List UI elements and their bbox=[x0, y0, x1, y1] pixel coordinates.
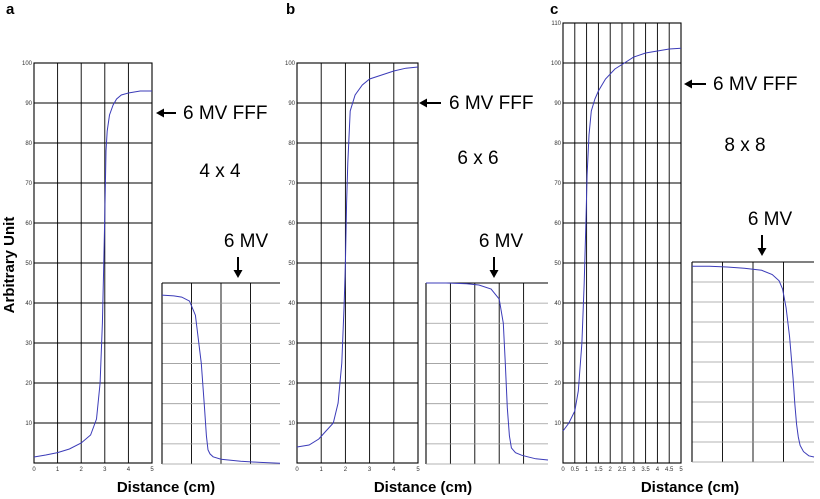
y-tick-label: 100 bbox=[285, 61, 296, 67]
x-tick-label: 4.5 bbox=[665, 467, 674, 473]
x-tick-label: 1.5 bbox=[594, 467, 603, 473]
panel-letter: a bbox=[6, 1, 15, 18]
y-axis-title: Arbitrary Unit bbox=[1, 217, 18, 314]
y-tick-label: 70 bbox=[554, 181, 561, 187]
panel-a: a 0 1 2 3 4 5 10 20 30 40 50 60 70 80 90 100 6 MV FFF 4 x … bbox=[6, 1, 281, 496]
y-tick-label: 90 bbox=[554, 101, 561, 107]
fff-gridlines bbox=[562, 22, 682, 463]
x-tick-label: 0 bbox=[295, 467, 299, 473]
fff-profile-line bbox=[562, 47, 682, 432]
std-profile-line bbox=[692, 265, 815, 458]
y-tick-label: 60 bbox=[288, 221, 295, 227]
x-axis-title: Distance (cm) bbox=[641, 479, 739, 496]
x-tick-label: 2 bbox=[80, 467, 84, 473]
y-tick-label: 40 bbox=[554, 301, 561, 307]
y-tick-label: 30 bbox=[554, 341, 561, 347]
fff-plot-frame bbox=[296, 62, 419, 464]
field-size-label: 4 x 4 bbox=[199, 161, 241, 182]
y-tick-label: 80 bbox=[25, 141, 32, 147]
x-axis-title: Distance (cm) bbox=[117, 479, 215, 496]
x-tick-label: 3 bbox=[368, 467, 372, 473]
y-tick-label: 80 bbox=[288, 141, 295, 147]
field-size-label: 6 x 6 bbox=[457, 148, 498, 169]
y-tick-label: 40 bbox=[25, 301, 32, 307]
fff-arrow-head bbox=[419, 98, 427, 108]
y-tick-label: 30 bbox=[288, 341, 295, 347]
fff-label: 6 MV FFF bbox=[713, 74, 797, 95]
y-tick-label: 100 bbox=[22, 61, 33, 67]
std-gridlines bbox=[426, 283, 548, 464]
x-tick-label: 4 bbox=[392, 467, 396, 473]
panel-letter: b bbox=[286, 1, 295, 18]
x-tick-label: 5 bbox=[679, 467, 683, 473]
fff-plot-frame bbox=[33, 62, 153, 464]
y-tick-label: 90 bbox=[25, 101, 32, 107]
x-tick-label: 3 bbox=[103, 467, 107, 473]
std-profile-line bbox=[161, 294, 281, 464]
std-label: 6 MV bbox=[479, 231, 524, 252]
y-tick-label: 70 bbox=[25, 181, 32, 187]
y-tick-label: 40 bbox=[288, 301, 295, 307]
x-tick-label: 2 bbox=[609, 467, 613, 473]
std-arrow-head bbox=[489, 270, 499, 278]
fff-label: 6 MV FFF bbox=[449, 93, 533, 114]
x-tick-label: 4 bbox=[127, 467, 131, 473]
panel-b: b 0 1 2 3 4 5 10 20 30 40 50 60 70 80 90 100 6 MV FFF 6 x … bbox=[285, 1, 549, 496]
panel-c: c 0 0.5 1 1.5 2 2.5 3 3.5 4 4.5 5 10 20 30 40 50 60 70 80 90… bbox=[550, 1, 815, 496]
x-axis-title: Distance (cm) bbox=[374, 479, 472, 496]
std-arrow-head bbox=[757, 248, 767, 256]
x-tick-label: 0.5 bbox=[571, 467, 580, 473]
fff-plot-frame bbox=[562, 22, 682, 464]
x-tick-label: 1 bbox=[585, 467, 589, 473]
x-tick-label: 4 bbox=[656, 467, 660, 473]
std-gridlines bbox=[162, 283, 280, 464]
y-tick-label: 20 bbox=[288, 381, 295, 387]
panel-letter: c bbox=[550, 1, 558, 18]
x-tick-label: 3.5 bbox=[641, 467, 650, 473]
std-label: 6 MV bbox=[748, 209, 793, 230]
fff-arrow-head bbox=[684, 79, 692, 89]
fff-gridlines bbox=[296, 62, 419, 463]
std-arrow-head bbox=[233, 270, 243, 278]
x-tick-label: 0 bbox=[32, 467, 36, 473]
field-size-label: 8 x 8 bbox=[724, 135, 765, 156]
x-tick-label: 3 bbox=[632, 467, 636, 473]
fff-profile-line bbox=[33, 90, 152, 458]
std-profile-line bbox=[426, 282, 549, 461]
y-tick-label: 80 bbox=[554, 141, 561, 147]
y-tick-label: 10 bbox=[288, 421, 295, 427]
std-gridlines bbox=[692, 262, 814, 462]
y-tick-label: 20 bbox=[554, 381, 561, 387]
x-tick-label: 5 bbox=[150, 467, 154, 473]
y-tick-label: 70 bbox=[288, 181, 295, 187]
fff-gridlines bbox=[33, 62, 153, 463]
y-tick-label: 50 bbox=[288, 261, 295, 267]
fff-profile-line bbox=[296, 66, 419, 448]
x-tick-label: 5 bbox=[416, 467, 420, 473]
y-tick-label: 10 bbox=[25, 421, 32, 427]
y-tick-label: 60 bbox=[25, 221, 32, 227]
x-tick-label: 1 bbox=[320, 467, 324, 473]
fff-arrow-head bbox=[156, 108, 164, 118]
x-tick-label: 0 bbox=[561, 467, 565, 473]
y-tick-label: 100 bbox=[551, 61, 562, 67]
std-label: 6 MV bbox=[224, 231, 269, 252]
y-tick-label: 10 bbox=[554, 421, 561, 427]
y-tick-label: 50 bbox=[554, 261, 561, 267]
fff-label: 6 MV FFF bbox=[183, 103, 267, 124]
y-tick-label: 60 bbox=[554, 221, 561, 227]
y-tick-label: 30 bbox=[25, 341, 32, 347]
y-tick-label: 110 bbox=[551, 21, 561, 27]
y-tick-label: 50 bbox=[25, 261, 32, 267]
x-tick-label: 1 bbox=[56, 467, 60, 473]
x-tick-label: 2 bbox=[344, 467, 348, 473]
y-tick-label: 20 bbox=[25, 381, 32, 387]
x-tick-label: 2.5 bbox=[618, 467, 627, 473]
y-tick-label: 90 bbox=[288, 101, 295, 107]
